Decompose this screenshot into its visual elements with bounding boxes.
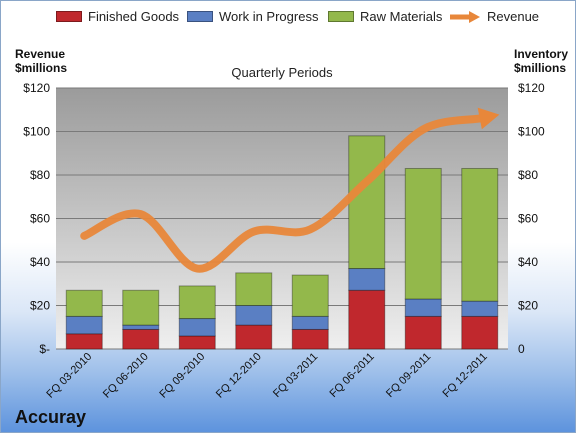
company-name: Accuray: [15, 407, 87, 427]
legend: Finished Goods Work in Progress Raw Mate…: [1, 9, 575, 31]
legend-label: Revenue: [487, 9, 540, 24]
bar-raw-materials: [291, 274, 329, 317]
y-tick-label-left: $20: [30, 299, 50, 313]
right-axis-title: Inventory $millions: [514, 47, 569, 75]
bar-work-in-progress: [404, 298, 442, 317]
bar-raw-materials: [65, 289, 103, 317]
bar-finished-goods: [178, 335, 216, 350]
x-tick-label: FQ 09-2010: [157, 351, 207, 401]
bar-work-in-progress: [235, 305, 273, 326]
y-tick-label-right: $60: [518, 212, 538, 226]
bar-finished-goods: [348, 289, 386, 350]
legend-swatch: [56, 11, 82, 22]
left-axis-title: Revenue $millions: [15, 47, 68, 75]
x-tick-label: FQ 12-2010: [214, 351, 264, 401]
y-tick-label-left: $-: [39, 342, 50, 356]
x-tick-label: FQ 09-2011: [384, 351, 433, 400]
bar-finished-goods: [291, 328, 329, 350]
x-tick-label: FQ 06-2011: [327, 351, 376, 400]
y-tick-label-left: $60: [30, 212, 50, 226]
bar-raw-materials: [461, 167, 499, 302]
legend-swatch: [187, 11, 213, 22]
bar-raw-materials: [178, 285, 216, 320]
legend-item-finished-goods: Finished Goods: [56, 9, 179, 24]
bar-work-in-progress: [348, 268, 386, 291]
legend-label: Work in Progress: [219, 9, 319, 24]
x-tick-label: FQ 12-2011: [440, 351, 489, 400]
legend-label: Raw Materials: [360, 9, 443, 24]
y-tick-label-right: 0: [518, 342, 525, 356]
y-tick-label-left: $40: [30, 255, 50, 269]
x-tick-label: FQ 03-2010: [44, 351, 94, 401]
bar-raw-materials: [235, 272, 273, 306]
bar-work-in-progress: [122, 324, 160, 330]
bar-raw-materials: [348, 135, 386, 270]
y-tick-label-left: $100: [23, 125, 50, 139]
revenue-arrowhead: [477, 107, 500, 130]
bar-finished-goods: [461, 315, 499, 350]
bar-raw-materials: [404, 167, 442, 300]
legend-label: Finished Goods: [88, 9, 180, 24]
y-tick-label-right: $80: [518, 168, 538, 182]
bar-work-in-progress: [461, 300, 499, 317]
legend-swatch: [328, 11, 354, 22]
x-tick-label: FQ 06-2010: [101, 351, 151, 401]
chart-subtitle: Quarterly Periods: [231, 65, 333, 80]
revenue-line: [80, 114, 486, 273]
bar-finished-goods: [235, 324, 273, 350]
bar-work-in-progress: [178, 318, 216, 337]
y-tick-label-left: $120: [23, 81, 50, 95]
y-tick-label-right: $120: [518, 81, 545, 95]
legend-arrow-icon: [450, 10, 480, 23]
legend-item-revenue: Revenue: [449, 9, 539, 24]
x-tick-label: FQ 03-2011: [271, 351, 320, 400]
legend-item-raw-materials: Raw Materials: [328, 9, 442, 24]
bar-work-in-progress: [291, 315, 329, 330]
y-tick-label-right: $20: [518, 299, 538, 313]
bar-raw-materials: [122, 289, 160, 326]
bar-finished-goods: [65, 333, 103, 350]
bar-finished-goods: [122, 328, 160, 350]
y-tick-label-right: $40: [518, 255, 538, 269]
bar-work-in-progress: [65, 315, 103, 335]
y-tick-label-right: $100: [518, 125, 545, 139]
y-tick-label-left: $80: [30, 168, 50, 182]
bar-finished-goods: [404, 315, 442, 350]
legend-item-work-in-progress: Work in Progress: [187, 9, 318, 24]
